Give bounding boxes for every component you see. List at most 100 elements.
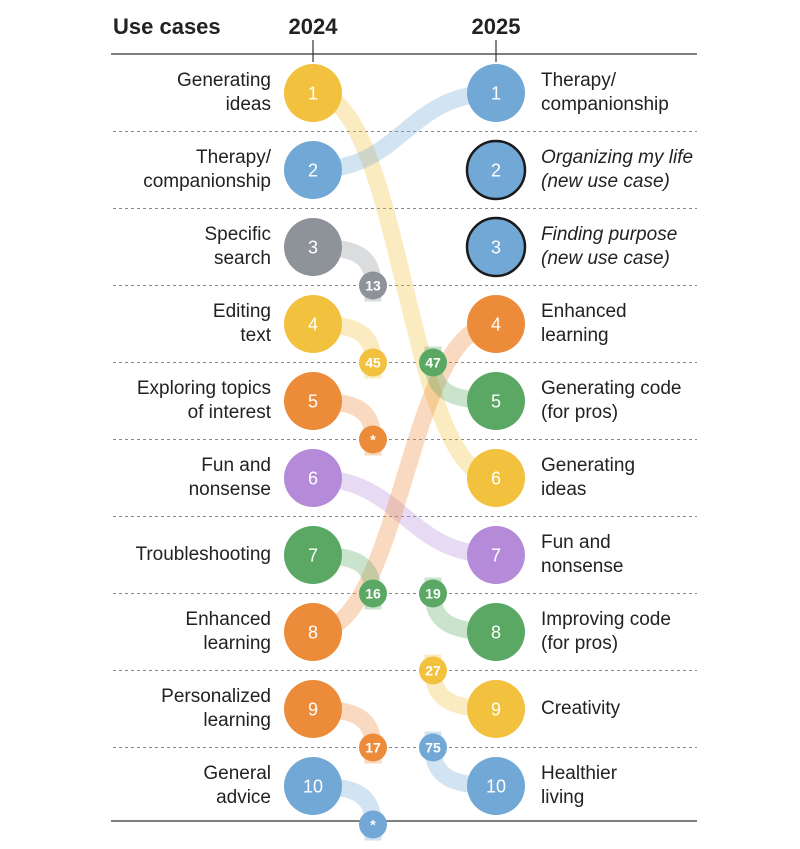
badge-circle [419, 733, 447, 762]
rank-circle [465, 216, 527, 278]
rank-circle [284, 141, 342, 199]
badge-label: 27 [425, 663, 441, 679]
badge-label: * [370, 817, 376, 833]
rank-circle [467, 680, 525, 738]
badge-label: 45 [365, 355, 381, 371]
left-rank-10-circle: 10 [284, 757, 342, 815]
rank-circle [467, 603, 525, 661]
rank-circle [467, 757, 525, 815]
badge-label: * [370, 432, 376, 448]
left-rank-7-circle: 7 [284, 526, 342, 584]
right-use-case-label-10: Healthier living [541, 762, 617, 810]
rank-number: 9 [308, 700, 318, 720]
drop-badge-10: * [359, 810, 387, 839]
rank-number: 5 [491, 392, 501, 412]
drop-badge-4: 45 [359, 348, 387, 377]
right-use-case-label-7: Fun and nonsense [541, 531, 623, 579]
rank-number: 4 [491, 315, 501, 335]
label-line: Generating [541, 455, 636, 476]
label-line: Enhanced [541, 301, 627, 322]
right-use-case-label-8: Improving code (for pros) [541, 608, 671, 656]
label-line: Organizing my life [541, 147, 694, 168]
left-use-case-label-8: Enhanced learning [185, 608, 271, 656]
badge-circle [419, 656, 447, 685]
left-use-case-label-9: Personalized learning [161, 685, 271, 733]
badge-label: 17 [365, 740, 381, 756]
rank-number: 5 [308, 392, 318, 412]
rise-badge-9: 27 [419, 656, 447, 685]
left-rank-2-circle: 2 [284, 141, 342, 199]
label-line: learning [203, 633, 271, 654]
rank-number: 7 [308, 546, 318, 566]
label-line: ideas [541, 479, 587, 500]
rank-circle [284, 757, 342, 815]
label-line: (for pros) [541, 633, 619, 654]
rank-number: 10 [486, 777, 506, 797]
grid-lines [111, 40, 697, 822]
label-line: learning [541, 325, 609, 346]
rank-number: 8 [308, 623, 318, 643]
year-2024-heading: 2024 [288, 14, 338, 39]
rank-number: 1 [491, 84, 501, 104]
label-line: (for pros) [541, 402, 619, 423]
label-line: nonsense [541, 556, 624, 577]
right-rank-7-circle: 7 [467, 526, 525, 584]
badge-circle [359, 348, 387, 377]
rank-number: 6 [491, 469, 501, 489]
label-line: Fun and [541, 532, 611, 553]
rank-number: 1 [308, 84, 318, 104]
right-rank-8-circle: 8 [467, 603, 525, 661]
label-line: Improving code [541, 609, 671, 630]
right-use-case-label-4: Enhanced learning [541, 300, 627, 348]
left-use-case-label-5: Exploring topics of interest [137, 377, 271, 425]
label-line: Enhanced [185, 609, 271, 630]
rank-circle [465, 139, 527, 201]
use-cases-heading: Use cases [113, 14, 221, 39]
left-rank-6-circle: 6 [284, 449, 342, 507]
year-2025-heading: 2025 [471, 14, 521, 39]
label-line: General [203, 763, 271, 784]
right-rank-2-circle: 2 [465, 139, 527, 201]
badge-label: 16 [365, 586, 381, 602]
right-use-case-label-3: Finding purpose (new use case) [541, 223, 677, 271]
label-line: Generating code [541, 378, 682, 399]
label-line: nonsense [188, 479, 271, 500]
right-rank-1-circle: 1 [467, 64, 525, 122]
flow-ribbon-2-to-1 [312, 84, 497, 179]
badge-label: 75 [425, 740, 441, 756]
rank-number: 3 [308, 238, 318, 258]
badge-circle [359, 271, 387, 300]
label-line: Creativity [541, 698, 621, 719]
label-line: companionship [143, 171, 271, 192]
chart-header: Use cases 2024 2025 [0, 0, 800, 54]
right-rank-6-circle: 6 [467, 449, 525, 507]
badge-circle [359, 425, 387, 454]
badge-circle [359, 733, 387, 762]
label-line: Exploring topics [136, 378, 271, 399]
right-use-case-label-2: Organizing my life (new use case) [541, 146, 693, 194]
label-line: Editing [212, 301, 271, 322]
right-use-case-label-9: Creativity [541, 697, 620, 721]
rank-circle [284, 218, 342, 276]
left-rank-5-circle: 5 [284, 372, 342, 430]
rank-number: 8 [491, 623, 501, 643]
left-rank-4-circle: 4 [284, 295, 342, 353]
label-line: companionship [541, 94, 669, 115]
label-line: advice [216, 787, 271, 808]
left-rank-8-circle: 8 [284, 603, 342, 661]
badge-circle [419, 579, 447, 608]
rank-circle [284, 372, 342, 430]
left-use-case-label-2: Therapy/companionship [143, 146, 271, 194]
label-line: living [541, 787, 585, 808]
label-line: (new use case) [541, 171, 670, 192]
rank-circle [284, 295, 342, 353]
left-rank-9-circle: 9 [284, 680, 342, 738]
drop-badge-9: 17 [359, 733, 387, 762]
label-line: Finding purpose [541, 224, 678, 245]
rank-number: 2 [308, 161, 318, 181]
badge-circle [359, 579, 387, 608]
right-use-case-label-5: Generating code (for pros) [541, 377, 682, 425]
label-line: Troubleshooting [135, 544, 271, 565]
change-badges: 13 45 * 16 17 * 47 19 27 75 [359, 271, 447, 839]
badge-circle [359, 810, 387, 839]
